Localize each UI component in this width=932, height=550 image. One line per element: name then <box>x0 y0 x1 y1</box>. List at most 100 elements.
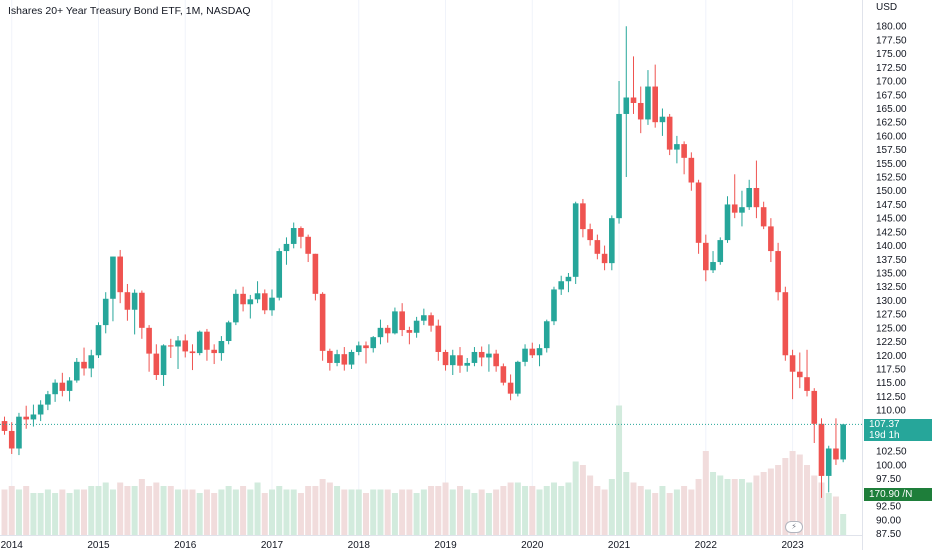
candle-body <box>189 351 196 354</box>
y-tick-label: 112.50 <box>876 392 906 403</box>
candle-body <box>674 144 680 150</box>
volume-bar <box>666 493 673 535</box>
candle-body <box>797 371 803 378</box>
candle-body <box>536 348 543 356</box>
volume-bar <box>695 479 702 535</box>
candle-body <box>768 226 774 252</box>
candle-body <box>789 355 796 372</box>
candle-body <box>95 325 102 356</box>
candle-body <box>399 311 405 331</box>
volume-bar <box>587 475 594 535</box>
volume-bar <box>630 482 637 535</box>
volume-bar <box>1 489 8 535</box>
candle-body <box>341 354 348 365</box>
candle-body <box>204 331 210 350</box>
volume-bar <box>594 486 601 535</box>
candle-body <box>486 353 492 358</box>
candle-body <box>88 355 95 369</box>
volume-bar <box>543 486 550 535</box>
candle-body <box>601 253 608 264</box>
volume-bar <box>442 482 449 535</box>
volume-bar <box>225 486 232 535</box>
volume-bar <box>840 514 847 535</box>
candle-body <box>131 292 138 310</box>
candle-body <box>782 292 789 356</box>
lightning-icon[interactable]: ⚡ <box>785 521 803 533</box>
volume-bar <box>529 486 536 535</box>
volume-bar <box>406 489 413 535</box>
candle-body <box>312 253 319 294</box>
candle-body <box>269 297 275 311</box>
candle-body <box>196 331 203 354</box>
volume-bar <box>370 489 377 535</box>
volume-bar <box>579 465 586 535</box>
volume-bar <box>507 482 514 535</box>
candle-body <box>630 97 637 103</box>
y-tick-label: 130.00 <box>876 296 907 307</box>
volume-bar <box>196 493 203 535</box>
candle-body <box>457 355 463 366</box>
candle-body <box>59 382 66 391</box>
volume-bar <box>449 489 456 535</box>
candle-body <box>594 240 601 254</box>
candle-body <box>81 361 87 369</box>
volume-bar <box>681 486 688 535</box>
y-tick-label: 110.00 <box>876 406 906 417</box>
candle-body <box>746 187 752 208</box>
volume-bar <box>276 486 283 535</box>
candle-body <box>659 116 666 123</box>
x-tick-label: 2022 <box>695 540 718 550</box>
volume-bar <box>760 472 767 535</box>
volume-bar <box>478 489 485 535</box>
candle-body <box>551 289 557 322</box>
volume-bar <box>66 493 73 535</box>
y-tick-label: 152.50 <box>876 173 907 184</box>
y-tick-label: 142.50 <box>876 227 907 238</box>
y-tick-label: 92.50 <box>876 502 901 513</box>
candle-body <box>645 86 651 120</box>
candle-body <box>355 345 362 352</box>
candle-body <box>319 293 326 351</box>
volume-bar <box>240 486 247 535</box>
candle-body <box>833 448 839 460</box>
volume-bar <box>182 489 189 535</box>
volume-bar <box>384 489 391 535</box>
candle-body <box>290 228 297 244</box>
volume-bar <box>81 489 88 535</box>
volume-bar <box>464 489 471 535</box>
candle-body <box>652 86 658 123</box>
x-tick-label: 2021 <box>608 540 631 550</box>
y-tick-label: 165.00 <box>876 104 907 115</box>
candle-body <box>247 299 254 305</box>
volume-bar <box>485 493 492 535</box>
candle-body <box>623 97 630 114</box>
candle-body <box>110 256 116 299</box>
volume-bar <box>702 451 709 535</box>
volume-bar <box>659 486 666 535</box>
x-tick-label: 2017 <box>261 540 284 550</box>
volume-bar <box>550 482 557 535</box>
candle-body <box>811 390 818 424</box>
candle-body <box>543 321 550 349</box>
candle-body <box>580 203 586 230</box>
x-tick-label: 2015 <box>87 540 110 550</box>
y-tick-label: 167.50 <box>876 90 907 101</box>
x-tick-label: 2023 <box>781 540 804 550</box>
volume-bar <box>471 493 478 535</box>
volume-bar <box>644 489 651 535</box>
candle-body <box>739 207 745 213</box>
candle-body <box>298 228 304 237</box>
candle-body <box>760 207 767 227</box>
y-tick-label: 170.00 <box>876 77 907 88</box>
candle-body <box>52 382 58 395</box>
volume-bar <box>514 482 521 535</box>
candle-body <box>493 353 499 367</box>
volume-bar <box>413 493 420 535</box>
volume-bar <box>167 486 174 535</box>
candle-body <box>471 351 478 363</box>
volume-bar <box>88 486 95 535</box>
y-tick-label: 160.00 <box>876 131 907 142</box>
volume-bar <box>717 475 724 535</box>
